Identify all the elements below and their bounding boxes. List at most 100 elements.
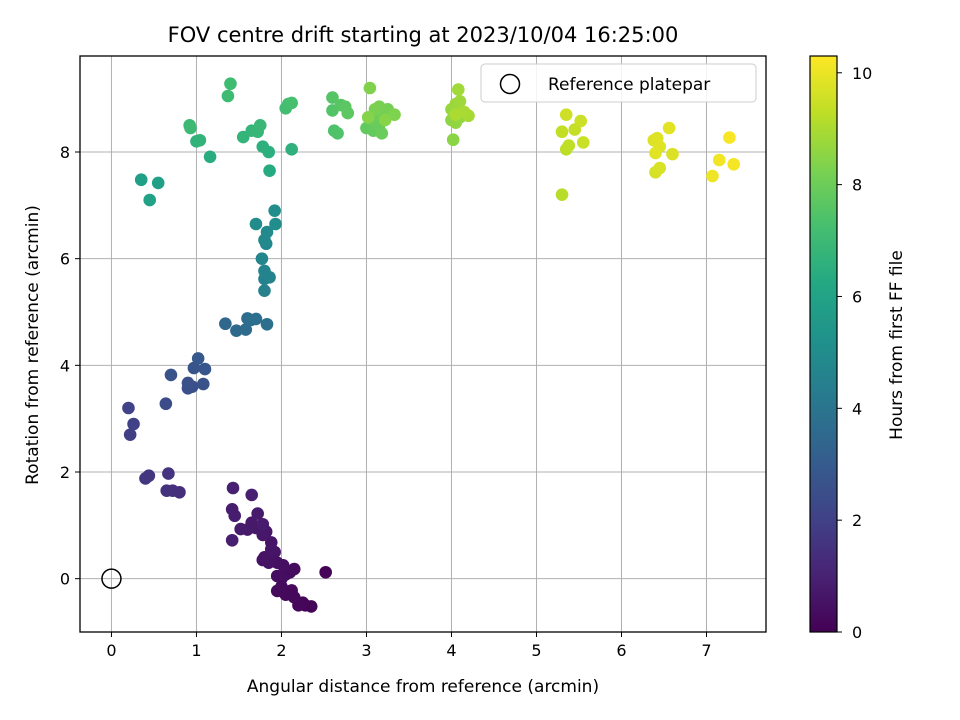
scatter-point [555,188,569,201]
scatter-point [653,161,667,175]
y-axis-label: Rotation from reference (arcmin) [23,205,43,485]
scatter-point [375,127,389,140]
y-axis-ticks: 0 2 4 6 8 [60,143,80,589]
plot-area [79,55,767,633]
scatter-point [574,114,587,128]
scatter-point [562,139,576,152]
colorbar-frame [809,55,838,633]
scatter-point [139,472,152,485]
colorbar-tick-label: 10 [852,64,872,83]
scatter-point [269,217,282,231]
scatter-point [268,204,281,217]
y-tick-label: 6 [60,250,70,269]
x-tick-label: 1 [191,641,201,660]
x-tick-label: 2 [276,641,286,660]
scatter-point [331,127,344,140]
x-tick-label: 5 [531,641,541,660]
scatter-point [159,397,173,411]
x-tick-label: 3 [361,641,371,660]
scatter-points [122,77,740,613]
scatter-point [451,83,465,96]
scatter-point [122,401,135,415]
scatter-point [649,146,662,160]
scatter-point [258,264,271,278]
x-tick-label: 0 [106,641,116,660]
scatter-point [230,324,243,337]
scatter-point [251,507,264,520]
scatter-point [134,173,148,187]
scatter-point [249,217,263,231]
scatter-point [164,368,178,382]
scatter-point [253,119,267,132]
colorbar-tick-label: 2 [852,511,862,530]
scatter-point [219,317,232,331]
scatter-point [666,147,679,161]
scatter-point [723,131,736,144]
scatter-point [727,157,740,171]
scatter-point [143,193,157,207]
scatter-point [193,133,207,147]
scatter-point [191,352,205,365]
scatter-point [559,108,573,121]
scatter-point [285,143,298,156]
legend-marker-reference [499,73,521,95]
scatter-point [275,580,288,593]
reference-marker [101,568,122,589]
reference-platepar-marker [101,568,122,589]
scatter-point [378,113,392,127]
scatter-point [256,140,270,153]
x-axis-ticks: 0 1 2 3 4 5 6 7 [106,632,712,660]
scatter-point [576,136,590,149]
x-axis-label: Angular distance from reference (arcmin) [247,677,599,697]
scatter-point [184,121,197,135]
colorbar-tick-label: 0 [852,623,862,642]
x-tick-label: 6 [616,641,626,660]
scatter-point [160,484,174,497]
scatter-point [224,77,237,91]
scatter-point [234,522,247,536]
scatter-point [256,517,270,531]
scatter-point [361,111,375,124]
scatter-point [239,323,253,336]
legend-entry-reference: Reference platepar [548,75,710,95]
scatter-point [249,312,263,326]
scatter-point [264,536,278,549]
x-tick-label: 7 [701,641,711,660]
scatter-point [341,106,355,120]
plot-frame [79,55,767,633]
scatter-point [555,125,569,139]
scatter-point [221,89,235,103]
scatter-point [226,481,240,495]
chart-title: FOV centre drift starting at 2023/10/04 … [168,23,679,47]
colorbar: 0 2 4 6 8 10 Hours from first FF file [809,55,907,642]
legend: Reference platepar [480,63,757,103]
colorbar-tick-label: 4 [852,399,862,418]
colorbar-tick-label: 6 [852,287,862,306]
scatter-point [255,252,269,265]
scatter-point [285,96,298,110]
scatter-point [123,428,137,441]
scatter-point [453,95,467,108]
scatter-point [127,417,140,431]
scatter-point [196,377,210,391]
scatter-point [187,361,201,375]
colorbar-ticks: 0 2 4 6 8 10 [837,64,872,642]
y-tick-label: 4 [60,356,70,375]
scatter-point [260,317,274,331]
scatter-point [326,91,339,104]
scatter-point [181,376,195,390]
scatter-point [151,176,165,190]
colorbar-fill [810,56,837,632]
scatter-point [712,153,726,167]
colorbar-tick-label: 8 [852,176,862,195]
scatter-point [245,488,259,502]
colorbar-label: Hours from first FF file [887,250,907,440]
legend-box [480,63,757,103]
scatter-point [319,565,332,579]
scatter-point [228,509,242,523]
scatter-point [258,284,271,297]
scatter-point [363,81,377,95]
scatter-point [260,225,274,239]
y-tick-label: 8 [60,143,70,162]
